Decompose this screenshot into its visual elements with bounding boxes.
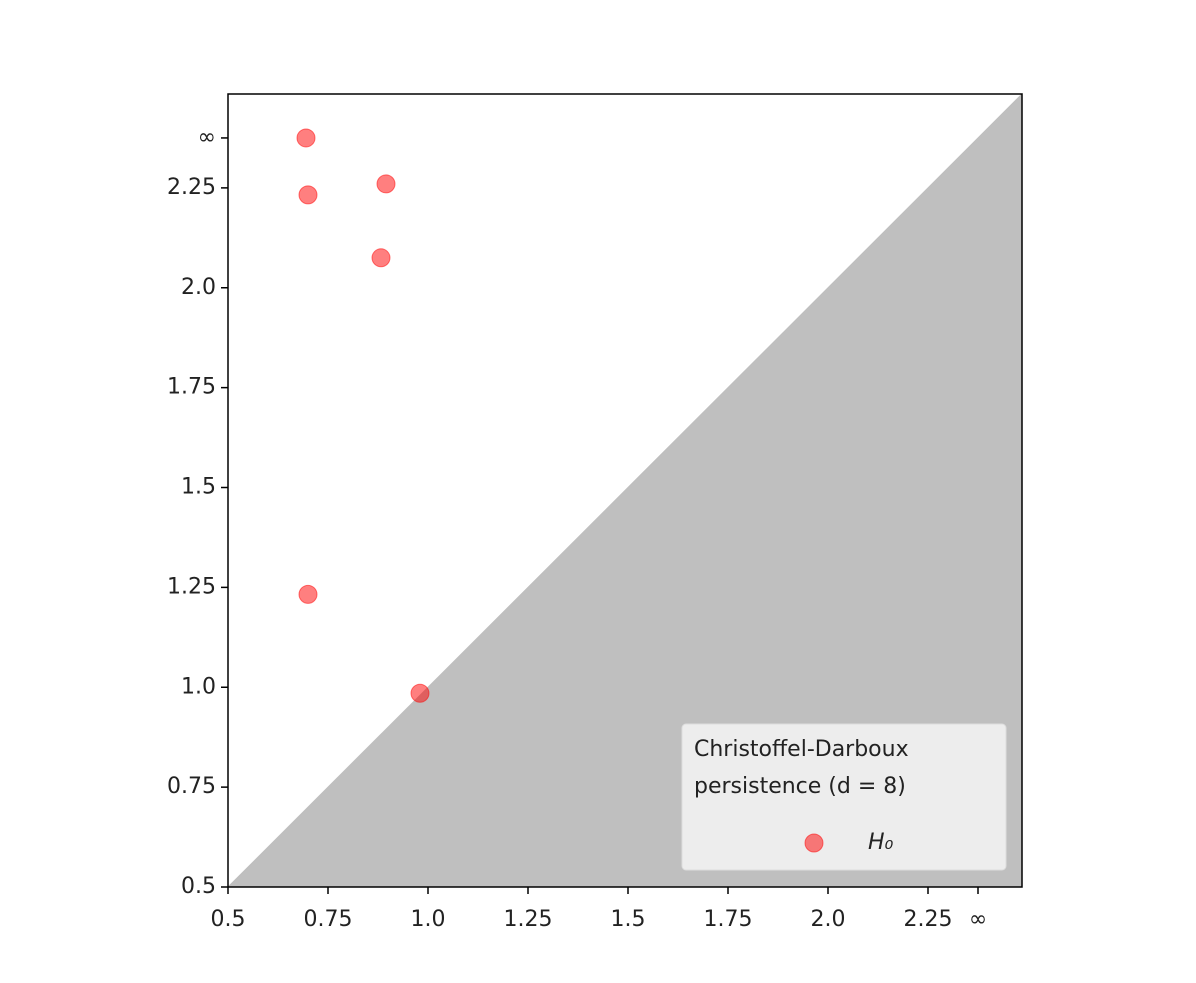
x-tick-label: ∞ (969, 907, 987, 932)
y-tick-label: 0.75 (167, 774, 216, 799)
y-tick-label: 0.5 (181, 874, 216, 899)
legend-marker (804, 833, 824, 853)
point (410, 683, 430, 703)
y-tick-label: 1.25 (167, 574, 216, 599)
legend-title: Christoffel-Darboux (694, 737, 909, 762)
y-tick-label: 1.0 (181, 674, 216, 699)
x-tick-label: 1.25 (504, 907, 553, 932)
point (298, 185, 318, 205)
point (376, 174, 396, 194)
y-tick-label: ∞ (198, 125, 216, 150)
x-tick-label: 2.25 (904, 907, 953, 932)
x-tick-label: 0.5 (211, 907, 246, 932)
point (298, 584, 318, 604)
plot-frame (227, 93, 1023, 888)
x-tick-label: 0.75 (304, 907, 353, 932)
point (371, 248, 391, 268)
legend-title: persistence (d = 8) (694, 774, 906, 799)
y-tick-label: 1.75 (167, 375, 216, 400)
legend-box (681, 723, 1007, 871)
x-tick-label: 1.5 (611, 907, 646, 932)
x-tick-label: 1.0 (411, 907, 446, 932)
x-tick-label: 1.75 (704, 907, 753, 932)
y-tick-label: 1.5 (181, 475, 216, 500)
y-tick-label: 2.0 (181, 275, 216, 300)
point (296, 128, 316, 148)
x-tick-label: 2.0 (811, 907, 846, 932)
legend-label: H₀ (868, 830, 894, 855)
y-tick-label: 2.25 (167, 175, 216, 200)
